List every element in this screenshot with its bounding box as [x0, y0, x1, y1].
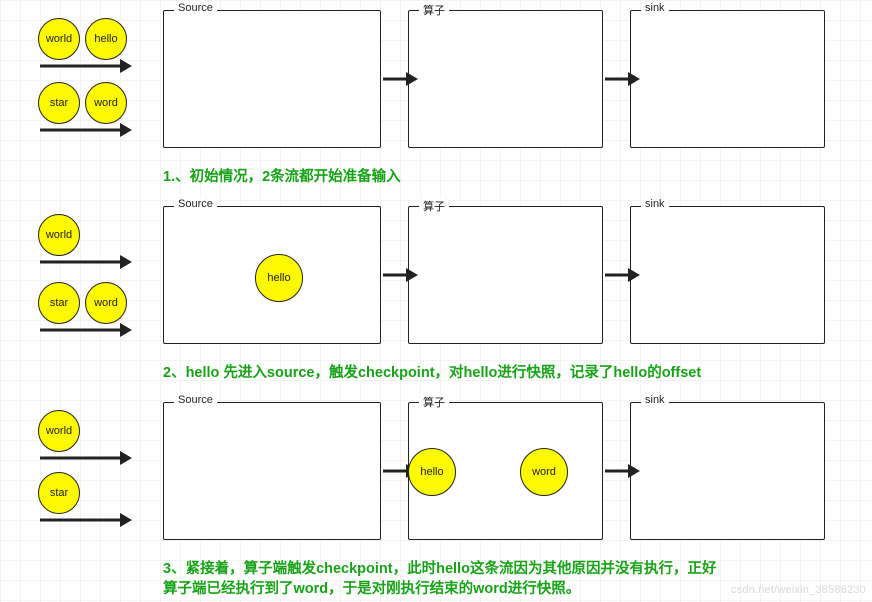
token-circle: world — [38, 214, 80, 256]
sink-box: sink — [630, 206, 825, 344]
token-label: star — [50, 97, 68, 109]
token-circle: word — [520, 448, 568, 496]
token-label: word — [94, 97, 118, 109]
operator-box: 算子 — [408, 206, 603, 344]
arrow — [603, 461, 642, 481]
token-circle: world — [38, 410, 80, 452]
sink-box: sink — [630, 10, 825, 148]
source-box: Source — [163, 10, 381, 148]
sink-box: sink — [630, 402, 825, 540]
token-label: hello — [420, 466, 443, 478]
watermark-text: csdn.net/weixin_38586230 — [731, 584, 866, 596]
token-label: word — [94, 297, 118, 309]
sink-box-label: sink — [641, 2, 669, 14]
arrow — [381, 265, 420, 285]
arrow — [603, 265, 642, 285]
token-circle: hello — [408, 448, 456, 496]
arrow — [381, 69, 420, 89]
token-label: world — [46, 229, 72, 241]
operator-box: 算子 — [408, 10, 603, 148]
row-caption: 1.、初始情况，2条流都开始准备输入 — [163, 168, 401, 188]
operator-box-label: 算子 — [419, 2, 449, 18]
source-box-label: Source — [174, 198, 217, 210]
token-circle: word — [85, 282, 127, 324]
operator-box-label: 算子 — [419, 198, 449, 214]
token-circle: word — [85, 82, 127, 124]
token-circle: star — [38, 82, 80, 124]
token-circle: world — [38, 18, 80, 60]
sink-box-label: sink — [641, 198, 669, 210]
token-circle: hello — [255, 254, 303, 302]
row-caption: 3、紧接着，算子端触发checkpoint，此时hello这条流因为其他原因并没… — [163, 560, 716, 599]
token-label: hello — [94, 33, 117, 45]
token-label: star — [50, 297, 68, 309]
operator-box-label: 算子 — [419, 394, 449, 410]
arrow — [603, 69, 642, 89]
token-label: world — [46, 425, 72, 437]
token-label: star — [50, 487, 68, 499]
token-circle: hello — [85, 18, 127, 60]
token-circle: star — [38, 282, 80, 324]
row-caption: 2、hello 先进入source，触发checkpoint，对hello进行快… — [163, 364, 701, 384]
token-label: hello — [267, 272, 290, 284]
sink-box-label: sink — [641, 394, 669, 406]
token-circle: star — [38, 472, 80, 514]
source-box: Source — [163, 402, 381, 540]
token-label: world — [46, 33, 72, 45]
token-label: word — [532, 466, 556, 478]
source-box-label: Source — [174, 2, 217, 14]
source-box-label: Source — [174, 394, 217, 406]
